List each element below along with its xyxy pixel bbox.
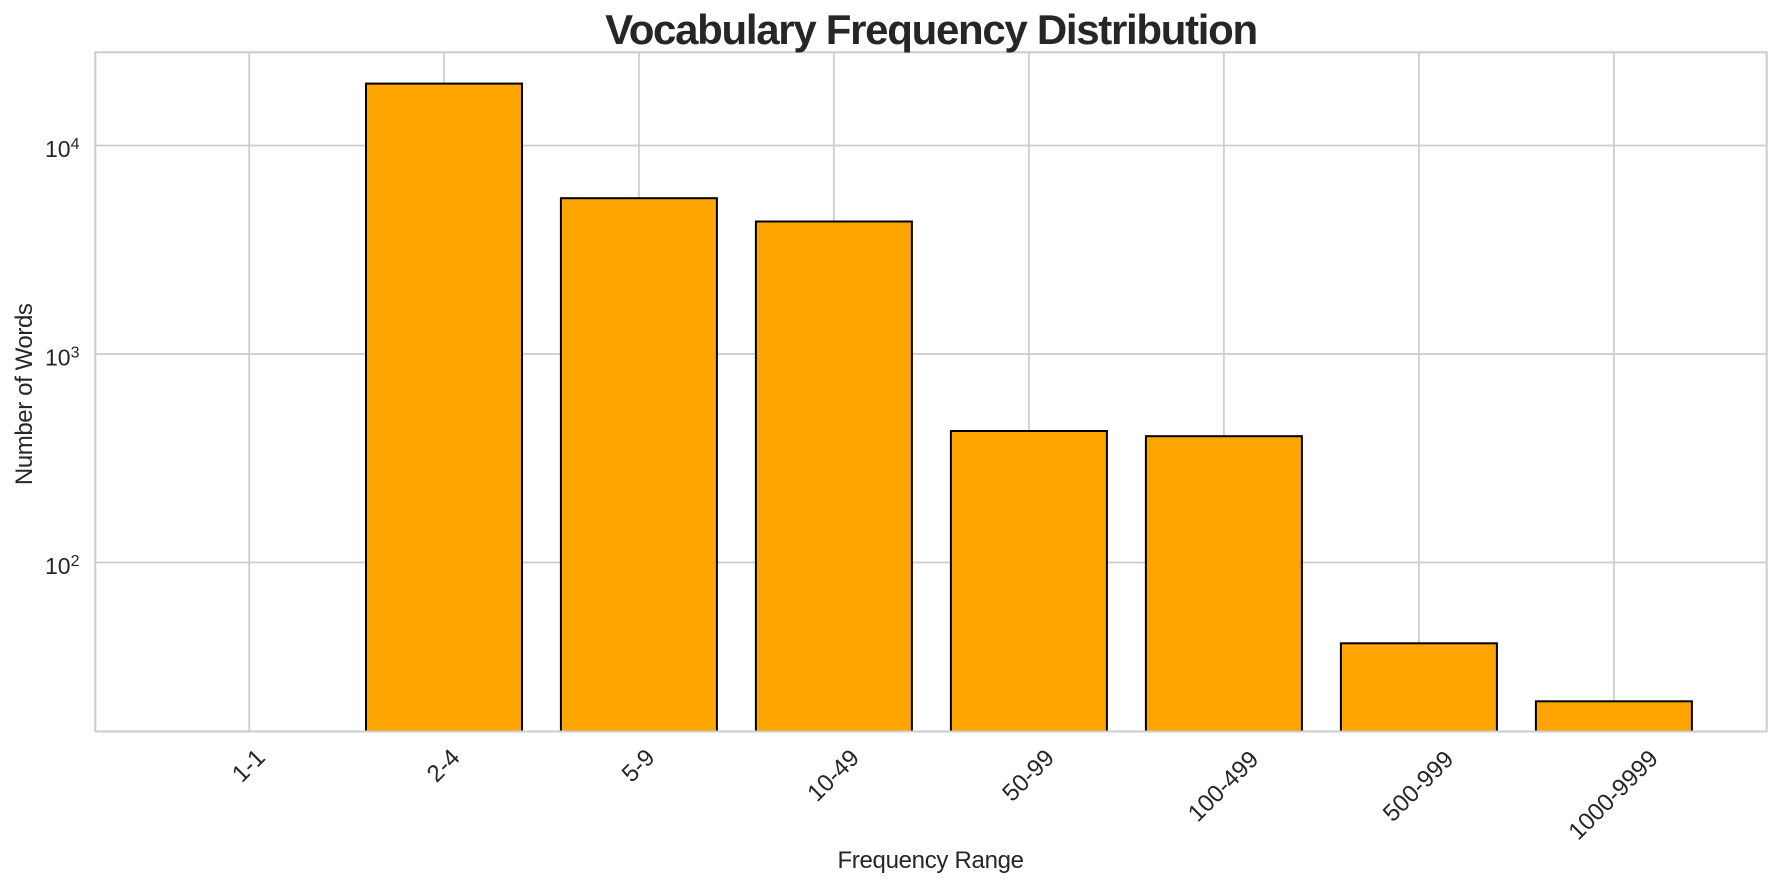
svg-text:Number of Words: Number of Words [11, 303, 38, 485]
svg-text:Vocabulary Frequency Distribut: Vocabulary Frequency Distribution [605, 6, 1257, 53]
svg-text:Frequency Range: Frequency Range [837, 847, 1023, 874]
